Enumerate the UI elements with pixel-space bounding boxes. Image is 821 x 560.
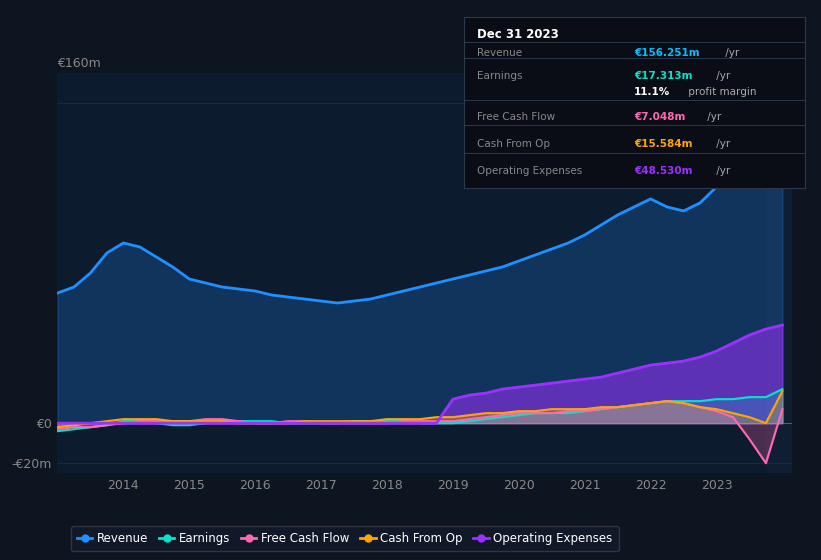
Text: /yr: /yr: [704, 113, 721, 123]
Text: Dec 31 2023: Dec 31 2023: [478, 28, 559, 41]
Text: profit margin: profit margin: [686, 87, 757, 97]
Text: Cash From Op: Cash From Op: [478, 139, 551, 149]
Legend: Revenue, Earnings, Free Cash Flow, Cash From Op, Operating Expenses: Revenue, Earnings, Free Cash Flow, Cash …: [71, 526, 618, 551]
Text: Free Cash Flow: Free Cash Flow: [478, 113, 556, 123]
Bar: [766, 73, 796, 473]
Text: €48.530m: €48.530m: [635, 166, 693, 176]
Text: €156.251m: €156.251m: [635, 48, 699, 58]
Text: €7.048m: €7.048m: [635, 113, 686, 123]
Text: /yr: /yr: [713, 166, 730, 176]
Text: €17.313m: €17.313m: [635, 72, 693, 81]
Text: /yr: /yr: [722, 48, 740, 58]
Text: €15.584m: €15.584m: [635, 139, 693, 149]
Text: /yr: /yr: [713, 139, 730, 149]
Text: €160m: €160m: [57, 57, 101, 70]
Text: Revenue: Revenue: [478, 48, 523, 58]
Text: Operating Expenses: Operating Expenses: [478, 166, 583, 176]
Text: /yr: /yr: [713, 72, 730, 81]
Text: Earnings: Earnings: [478, 72, 523, 81]
Text: 11.1%: 11.1%: [635, 87, 671, 97]
